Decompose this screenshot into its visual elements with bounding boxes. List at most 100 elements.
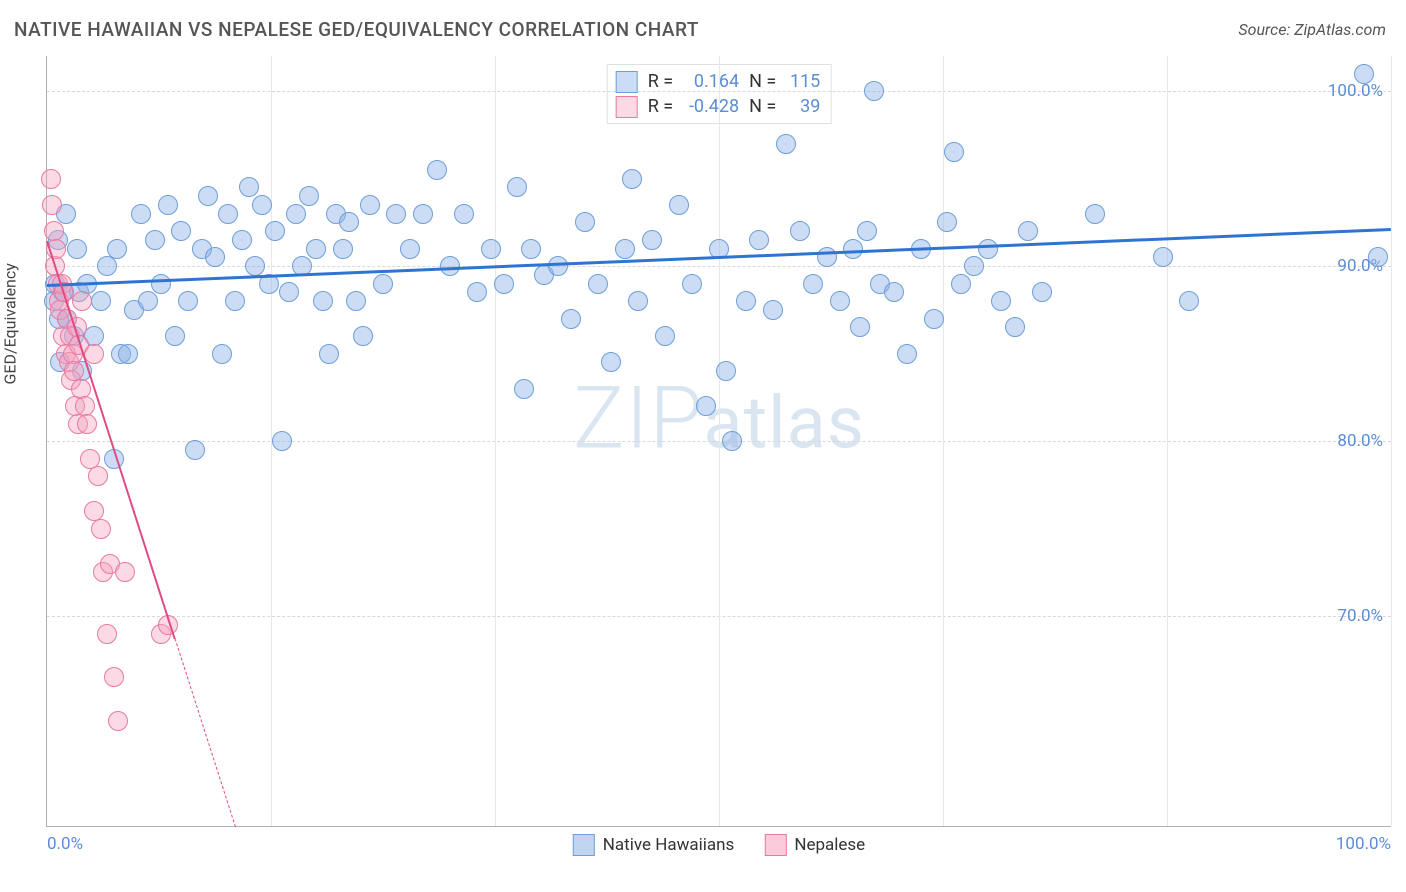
data-point: [964, 256, 984, 276]
data-point: [373, 274, 393, 294]
gridline-vertical: [1391, 56, 1392, 826]
data-point: [857, 221, 877, 241]
x-tick-label: 100.0%: [1336, 834, 1391, 854]
data-point: [669, 195, 689, 215]
data-point: [944, 142, 964, 162]
scatter-plot: ZIPatlas R =0.164N =115R =-0.428N =39 Na…: [46, 56, 1391, 827]
data-point: [1032, 282, 1052, 302]
data-point: [319, 344, 339, 364]
data-point: [655, 326, 675, 346]
data-point: [145, 230, 165, 250]
data-point: [628, 291, 648, 311]
data-point: [118, 344, 138, 364]
data-point: [218, 204, 238, 224]
data-point: [790, 221, 810, 241]
data-point: [225, 291, 245, 311]
data-point: [514, 379, 534, 399]
data-point: [575, 212, 595, 232]
data-point: [1179, 291, 1199, 311]
data-point: [88, 466, 108, 486]
legend-r-value: -0.428: [683, 94, 739, 119]
legend-r-label: R =: [648, 94, 673, 119]
data-point: [386, 204, 406, 224]
data-point: [830, 291, 850, 311]
legend-swatch: [616, 96, 638, 118]
data-point: [642, 230, 662, 250]
data-point: [1153, 247, 1173, 267]
y-tick-label: 100.0%: [1328, 81, 1383, 101]
data-point: [67, 239, 87, 259]
data-point: [178, 291, 198, 311]
data-point: [131, 204, 151, 224]
data-point: [467, 282, 487, 302]
x-tick-label: 0.0%: [47, 834, 83, 854]
legend-item: Nepalese: [764, 834, 865, 856]
data-point: [716, 361, 736, 381]
legend-label: Nepalese: [794, 835, 865, 855]
data-point: [803, 274, 823, 294]
data-point: [622, 169, 642, 189]
chart-title: NATIVE HAWAIIAN VS NEPALESE GED/EQUIVALE…: [14, 18, 699, 41]
data-point: [171, 221, 191, 241]
data-point: [1085, 204, 1105, 224]
legend-swatch: [616, 71, 638, 93]
data-point: [108, 711, 128, 731]
data-point: [239, 177, 259, 197]
data-point: [427, 160, 447, 180]
data-point: [1354, 64, 1374, 84]
data-point: [400, 239, 420, 259]
data-point: [272, 431, 292, 451]
gridline-vertical: [943, 56, 944, 826]
data-point: [84, 344, 104, 364]
data-point: [165, 326, 185, 346]
data-point: [413, 204, 433, 224]
legend-n-label: N =: [749, 94, 776, 119]
data-point: [991, 291, 1011, 311]
data-point: [185, 440, 205, 460]
data-point: [115, 562, 135, 582]
gridline-vertical: [719, 56, 720, 826]
data-point: [72, 291, 92, 311]
data-point: [696, 396, 716, 416]
data-point: [763, 300, 783, 320]
data-point: [265, 221, 285, 241]
data-point: [850, 317, 870, 337]
trend-line: [174, 638, 235, 827]
series-legend: Native Hawaiians Nepalese: [573, 834, 865, 856]
data-point: [346, 291, 366, 311]
data-point: [279, 282, 299, 302]
data-point: [212, 344, 232, 364]
data-point: [41, 169, 61, 189]
data-point: [615, 239, 635, 259]
data-point: [360, 195, 380, 215]
data-point: [107, 239, 127, 259]
data-point: [588, 274, 608, 294]
data-point: [205, 247, 225, 267]
data-point: [97, 624, 117, 644]
data-point: [884, 282, 904, 302]
data-point: [507, 177, 527, 197]
data-point: [138, 291, 158, 311]
data-point: [91, 291, 111, 311]
data-point: [232, 230, 252, 250]
data-point: [104, 667, 124, 687]
data-point: [252, 195, 272, 215]
source-attribution: Source: ZipAtlas.com: [1238, 20, 1386, 39]
data-point: [1018, 221, 1038, 241]
data-point: [864, 81, 884, 101]
data-point: [198, 186, 218, 206]
data-point: [353, 326, 373, 346]
data-point: [722, 431, 742, 451]
data-point: [42, 195, 62, 215]
data-point: [1368, 247, 1388, 267]
data-point: [521, 239, 541, 259]
legend-swatch: [573, 834, 595, 856]
data-point: [843, 239, 863, 259]
data-point: [776, 134, 796, 154]
gridline-vertical: [495, 56, 496, 826]
gridline-vertical: [1167, 56, 1168, 826]
legend-swatch: [764, 834, 786, 856]
legend-label: Native Hawaiians: [603, 835, 735, 855]
data-point: [897, 344, 917, 364]
data-point: [601, 352, 621, 372]
